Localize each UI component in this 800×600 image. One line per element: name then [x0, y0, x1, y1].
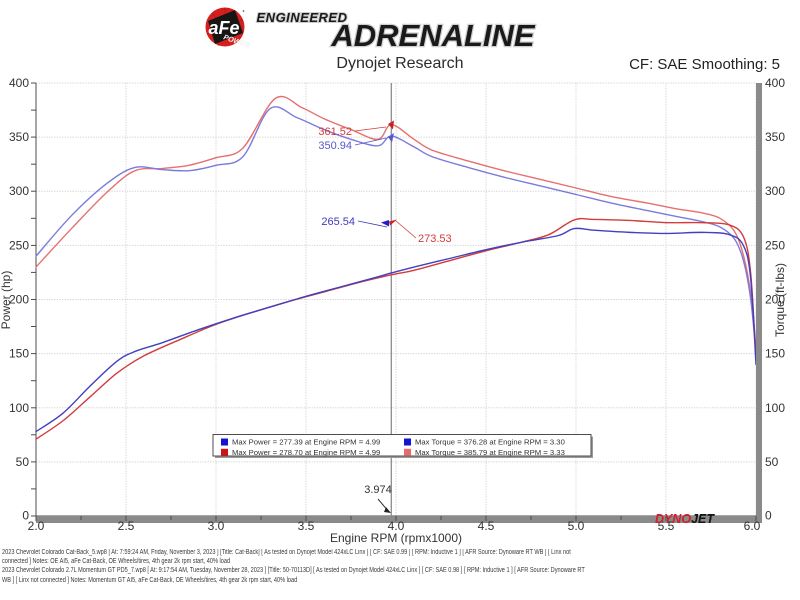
svg-text:100: 100: [765, 401, 785, 415]
svg-text:300: 300: [765, 184, 785, 198]
svg-text:150: 150: [765, 347, 785, 361]
svg-text:300: 300: [9, 184, 29, 198]
svg-text:250: 250: [765, 238, 785, 252]
svg-text:350: 350: [9, 130, 29, 144]
svg-text:350: 350: [765, 130, 785, 144]
svg-text:3.974: 3.974: [364, 484, 392, 496]
svg-text:DYNOJET: DYNOJET: [655, 512, 715, 526]
svg-text:361.52: 361.52: [318, 126, 352, 138]
svg-text:Torque (ft-lbs): Torque (ft-lbs): [773, 263, 787, 337]
svg-text:2.0: 2.0: [28, 519, 45, 533]
svg-text:6.0: 6.0: [744, 519, 761, 533]
svg-text:400: 400: [9, 76, 29, 90]
svg-text:3.5: 3.5: [298, 519, 315, 533]
svg-text:Max Power = 277.39 at Engine R: Max Power = 277.39 at Engine RPM = 4.99: [232, 438, 380, 447]
svg-text:250: 250: [9, 238, 29, 252]
svg-text:Power (hp): Power (hp): [0, 271, 13, 330]
svg-text:Max Power = 278.70 at Engine R: Max Power = 278.70 at Engine RPM = 4.99: [232, 448, 380, 457]
svg-text:150: 150: [9, 347, 29, 361]
svg-text:273.53: 273.53: [418, 233, 452, 245]
svg-text:50: 50: [765, 455, 779, 469]
svg-text:5.0: 5.0: [568, 519, 585, 533]
svg-text:0: 0: [765, 509, 772, 523]
svg-text:265.54: 265.54: [321, 216, 355, 228]
svg-text:100: 100: [9, 401, 29, 415]
svg-text:Max Torque = 376.28 at Engine: Max Torque = 376.28 at Engine RPM = 3.30: [415, 438, 565, 447]
svg-text:Engine RPM (rpmx1000): Engine RPM (rpmx1000): [330, 531, 462, 545]
svg-text:4.5: 4.5: [478, 519, 495, 533]
svg-text:Max Torque = 385.79 at Engine: Max Torque = 385.79 at Engine RPM = 3.33: [415, 448, 565, 457]
svg-text:50: 50: [16, 455, 30, 469]
svg-text:350.94: 350.94: [318, 140, 352, 152]
svg-text:2.5: 2.5: [118, 519, 135, 533]
svg-text:3.0: 3.0: [208, 519, 225, 533]
svg-text:400: 400: [765, 76, 785, 90]
